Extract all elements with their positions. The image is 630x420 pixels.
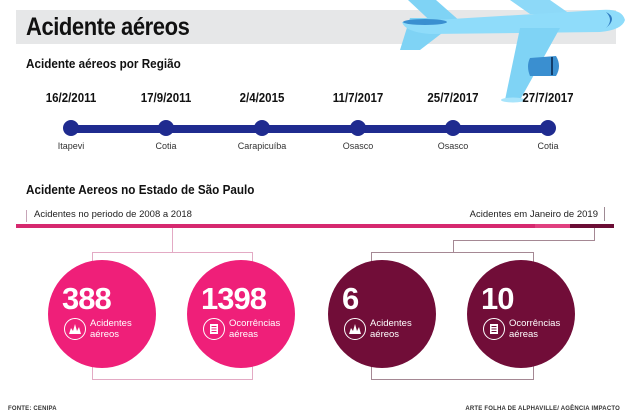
- stat-label: Ocorrências aéreas: [229, 318, 281, 340]
- event-place: Osasco: [437, 141, 469, 151]
- crash-icon: [344, 318, 366, 340]
- stat-label: Ocorrências aéreas: [509, 318, 561, 340]
- event-dot: [254, 120, 270, 136]
- connector-line: [92, 362, 93, 380]
- connector-line: [92, 252, 253, 253]
- period-tick-right: [604, 207, 605, 221]
- event-date: 2/4/2015: [239, 91, 285, 105]
- report-icon: [203, 318, 225, 340]
- timeline-subtitle: Acidente aéreos por Região: [26, 56, 181, 71]
- connector-line: [92, 252, 93, 262]
- stat-value: 10: [481, 281, 514, 316]
- connector-line: [252, 362, 253, 380]
- event-place: Cotia: [537, 141, 559, 151]
- stat-label: Acidentes aéreos: [90, 318, 132, 340]
- connector-line: [371, 252, 372, 262]
- page-title: Acidente aéreos: [26, 13, 190, 41]
- connector-line: [371, 252, 534, 253]
- event-place: Itapevi: [57, 141, 85, 151]
- period-label-left: Acidentes no periodo de 2008 a 2018: [34, 209, 192, 220]
- source-credit: FONTE: CENIPA: [8, 406, 57, 412]
- event-dot: [158, 120, 174, 136]
- stat-label: Acidentes aéreos: [370, 318, 412, 340]
- stat-value: 1398: [201, 281, 267, 316]
- event-dot: [63, 120, 79, 136]
- event-dot: [445, 120, 461, 136]
- connector-line: [533, 252, 534, 262]
- event-dot: [350, 120, 366, 136]
- connector-line: [453, 240, 454, 252]
- stat-value: 388: [62, 281, 112, 316]
- event-date: 11/7/2017: [332, 91, 384, 105]
- timeline-line: [71, 125, 545, 133]
- event-date: 17/9/2011: [140, 91, 192, 105]
- event-date: 16/2/2011: [45, 91, 97, 105]
- event-dot: [540, 120, 556, 136]
- state-subtitle: Acidente Aereos no Estado de São Paulo: [26, 182, 255, 197]
- art-credit: ARTE FOLHA DE ALPHAVILLE/ AGÊNCIA IMPACT…: [465, 406, 620, 412]
- connector-line: [371, 379, 534, 380]
- event-place: Cotia: [155, 141, 177, 151]
- stat-circle-occurrences-2008-2018: 1398 Ocorrências aéreas: [187, 260, 295, 368]
- connector-line: [252, 252, 253, 262]
- connector-line: [453, 240, 595, 241]
- stat-circle-occurrences-jan-2019: 10 Ocorrências aéreas: [467, 260, 575, 368]
- period-bar-jan-2019: [570, 224, 614, 228]
- event-date: 25/7/2017: [427, 91, 479, 105]
- stat-circle-accidents-2008-2018: 388 Acidentes aéreos: [48, 260, 156, 368]
- report-icon: [483, 318, 505, 340]
- period-bar-accent: [535, 224, 570, 228]
- stat-value: 6: [342, 281, 359, 316]
- connector-line: [371, 362, 372, 380]
- crash-icon: [64, 318, 86, 340]
- period-bar-2008-2018: [16, 224, 570, 228]
- connector-line: [533, 362, 534, 380]
- period-tick-left: [26, 210, 27, 222]
- connector-line: [594, 228, 595, 240]
- period-label-right: Acidentes em Janeiro de 2019: [469, 209, 598, 220]
- stat-circle-accidents-jan-2019: 6 Acidentes aéreos: [328, 260, 436, 368]
- connector-line: [172, 228, 173, 252]
- event-date: 27/7/2017: [522, 91, 574, 105]
- event-place: Osasco: [342, 141, 374, 151]
- event-place: Carapicuíba: [237, 141, 287, 151]
- connector-line: [92, 379, 253, 380]
